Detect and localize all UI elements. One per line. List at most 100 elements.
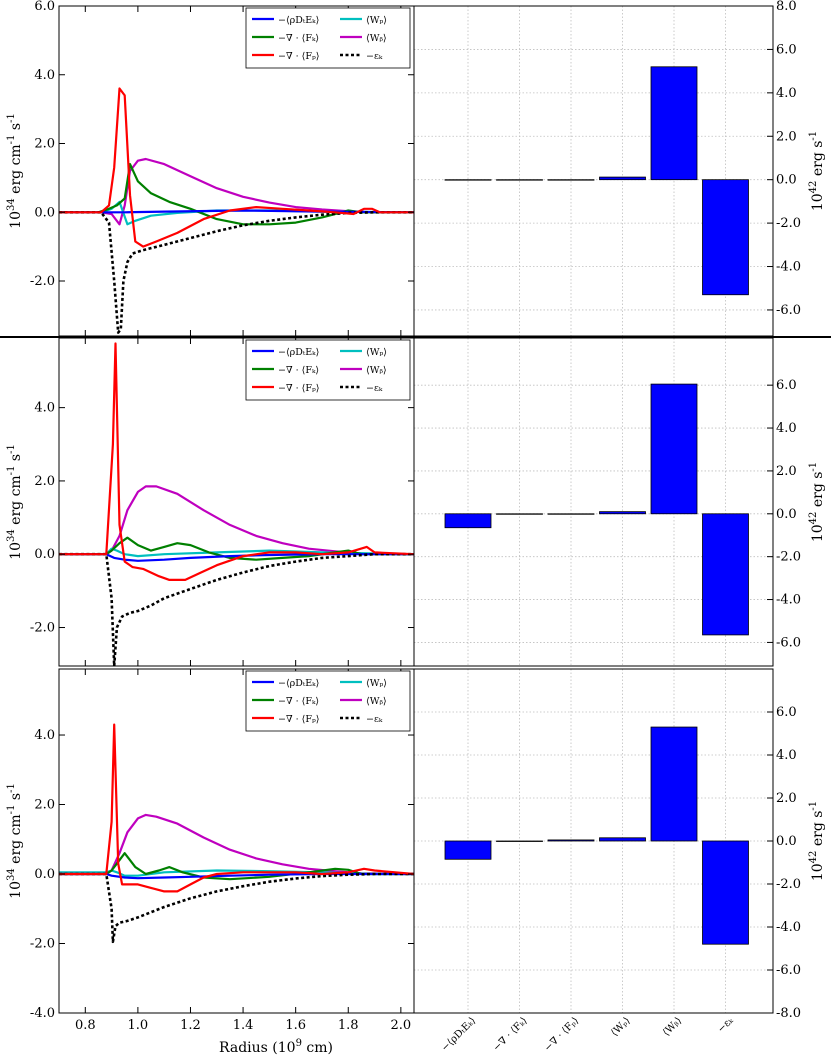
legend-label-ek: −εₖ: [366, 714, 383, 725]
series-line-ek: [59, 552, 414, 666]
bar-2: [547, 839, 595, 842]
right-ytick-label: -2.0: [776, 877, 801, 892]
right-ytick-label: 2.0: [776, 791, 797, 806]
xtick-label: 1.2: [180, 1018, 201, 1033]
frames-layer: [0, 5, 831, 1014]
right-ytick-label: 0.0: [776, 173, 797, 188]
xtick-label: 1.8: [338, 1018, 359, 1033]
right-y-axis-label: 1042 erg s-1: [808, 462, 826, 542]
bar-category-label: −∇ · ⟨Fₚ⟩: [542, 1015, 581, 1054]
legend-label-rhoDtEk: −⟨ρDₜEₖ⟩: [278, 678, 319, 689]
legend-label-Wp: ⟨Wₚ⟩: [366, 678, 387, 689]
right-ytick-label: 0.0: [776, 507, 797, 522]
bar-1: [496, 179, 543, 181]
bar-4: [650, 726, 698, 842]
left-y-axis-label: 1034 erg cm-1 s-1: [6, 113, 24, 229]
series-line-divFp: [59, 342, 414, 582]
left-ytick-label: 0.0: [34, 547, 55, 562]
bar-0: [444, 179, 492, 181]
series-line-divFk: [59, 852, 414, 881]
right-ytick-label: 6.0: [776, 42, 797, 57]
xtick-label: 1.4: [233, 1018, 254, 1033]
bar-5: [702, 513, 749, 636]
bar-category-label: ⟨Wᵦ⟩: [661, 1015, 684, 1038]
legend-label-divFp: −∇ · ⟨Fₚ⟩: [278, 383, 319, 394]
xtick-label: 2.0: [391, 1018, 412, 1033]
right-ytick-label: 0.0: [776, 834, 797, 849]
bar-0: [444, 840, 492, 860]
series-line-divFp: [59, 723, 414, 893]
series-line-divFp: [59, 87, 414, 248]
series-line-ek: [59, 211, 414, 334]
right-ytick-label: 2.0: [776, 464, 797, 479]
bar-5: [702, 840, 749, 945]
series-line-ek: [59, 872, 414, 944]
right-ytick-label: -4.0: [776, 920, 801, 935]
left-ytick-label: 0.0: [34, 205, 55, 220]
legend-label-rhoDtEk: −⟨ρDₜEₖ⟩: [278, 15, 319, 26]
bar-panel-frame: [413, 668, 774, 1014]
left-ytick-label: 0.0: [34, 867, 55, 882]
left-ytick-label: 4.0: [34, 68, 55, 83]
text-layer: 6.0 4.0 2.0 0.0 -2.0 −⟨ρDₜEₖ⟩ −∇ · ⟨Fₖ⟩ −∇ · ⟨F…: [6, 0, 826, 1054]
series-line-Wb: [59, 813, 414, 876]
bar-1: [496, 513, 543, 515]
left-ytick-label: 4.0: [34, 728, 55, 743]
right-y-axis-label: 1042 erg s-1: [808, 131, 826, 211]
right-ytick-label: 6.0: [776, 378, 797, 393]
series-line-Wb: [59, 157, 414, 226]
right-ytick-label: 4.0: [776, 86, 797, 101]
left-ytick-label: -4.0: [30, 1006, 55, 1021]
right-ytick-label: 4.0: [776, 421, 797, 436]
bar-category-label: ⟨Wₚ⟩: [609, 1015, 632, 1038]
bar-2: [547, 513, 595, 515]
bar-5: [702, 179, 749, 296]
legend-label-rhoDtEk: −⟨ρDₜEₖ⟩: [278, 347, 319, 358]
right-y-axis-label: 1042 erg s-1: [808, 801, 826, 881]
bar-3: [599, 511, 646, 515]
right-ytick-label: 2.0: [776, 129, 797, 144]
bar-category-label: −∇ · ⟨Fₖ⟩: [491, 1015, 529, 1053]
right-ytick-label: -2.0: [776, 216, 801, 231]
xtick-label: 0.8: [75, 1018, 96, 1033]
legend-label-divFk: −∇ · ⟨Fₖ⟩: [278, 365, 319, 376]
bar-3: [599, 176, 646, 181]
right-ytick-label: -4.0: [776, 593, 801, 608]
legend-label-divFk: −∇ · ⟨Fₖ⟩: [278, 33, 319, 44]
legend-label-Wp: ⟨Wₚ⟩: [366, 15, 387, 26]
series-line-rhoDtEk: [59, 872, 414, 880]
bar-1: [496, 840, 543, 842]
right-ytick-label: 4.0: [776, 748, 797, 763]
right-ytick-label: -6.0: [776, 635, 801, 650]
xtick-label: 1.0: [128, 1018, 149, 1033]
legend-label-divFp: −∇ · ⟨Fₚ⟩: [278, 714, 319, 725]
right-ytick-label: -2.0: [776, 550, 801, 565]
right-ytick-label: -6.0: [776, 963, 801, 978]
legend-label-Wb: ⟨Wᵦ⟩: [366, 33, 387, 44]
legend-label-ek: −εₖ: [366, 51, 383, 62]
right-ytick-label: -8.0: [776, 1006, 801, 1021]
left-ytick-label: -2.0: [30, 621, 55, 636]
bar-0: [444, 513, 492, 529]
x-axis-label: Radius (109 cm): [219, 1038, 333, 1056]
left-ytick-label: -2.0: [30, 937, 55, 952]
left-ytick-label: 4.0: [34, 401, 55, 416]
legend-label-Wb: ⟨Wᵦ⟩: [366, 696, 387, 707]
legend-label-ek: −εₖ: [366, 383, 383, 394]
left-ytick-label: 2.0: [34, 798, 55, 813]
legend-label-divFp: −∇ · ⟨Fₚ⟩: [278, 51, 319, 62]
bar-2: [547, 179, 595, 181]
bar-category-label: −⟨ρDₜEₖ⟩: [440, 1015, 479, 1054]
bar-category-label: −εₖ: [716, 1015, 736, 1035]
data-layer: [59, 66, 749, 945]
legend-label-divFk: −∇ · ⟨Fₖ⟩: [278, 696, 319, 707]
left-y-axis-label: 1034 erg cm-1 s-1: [6, 783, 24, 899]
legend-label-Wp: ⟨Wₚ⟩: [366, 347, 387, 358]
left-ytick-label: -2.0: [30, 274, 55, 289]
left-ytick-label: 2.0: [34, 474, 55, 489]
right-ytick-label: -4.0: [776, 260, 801, 275]
right-ytick-label: 8.0: [776, 0, 797, 14]
left-ytick-label: 6.0: [34, 0, 55, 14]
bar-3: [599, 837, 646, 842]
